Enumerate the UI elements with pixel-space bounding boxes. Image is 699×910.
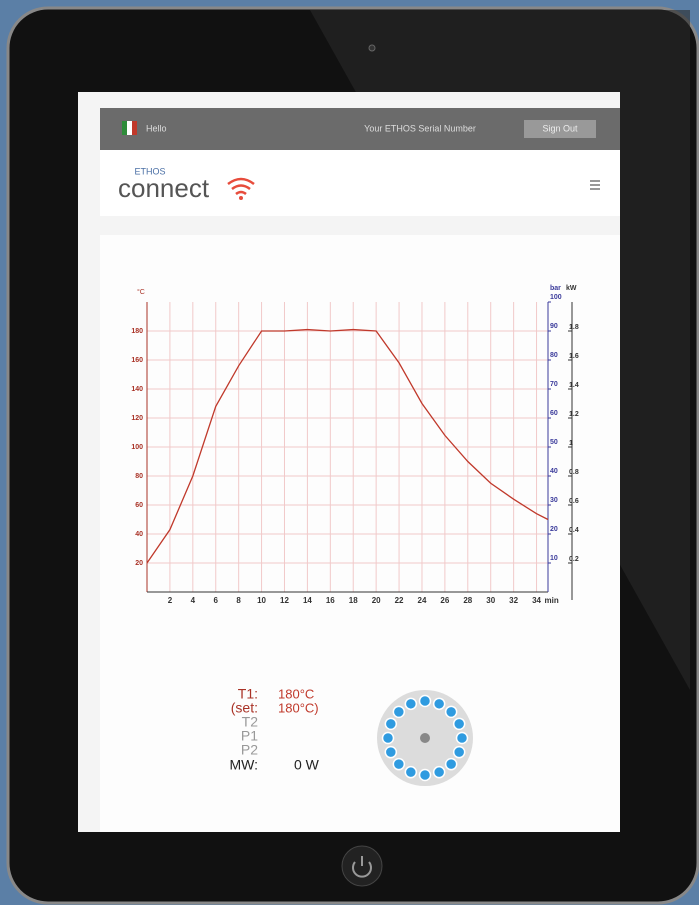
vessel <box>384 717 398 731</box>
y-tick-label: 40 <box>135 531 143 538</box>
y-tick-label: 140 <box>131 386 143 393</box>
x-axis-label: min <box>545 596 559 605</box>
power-icon <box>352 856 372 878</box>
status-label: MW: <box>229 757 258 773</box>
y3-tick-label: 1.8 <box>569 324 579 331</box>
vessel <box>432 765 446 779</box>
y-tick-label: 20 <box>135 560 143 567</box>
flag <box>127 121 132 135</box>
vessel <box>444 757 458 771</box>
x-tick-label: 18 <box>349 596 358 605</box>
y3-tick-label: 0.4 <box>569 527 579 534</box>
status-value: 0 W <box>294 757 320 773</box>
y3-tick-label: 0.6 <box>569 498 579 505</box>
y-axis-label: °C <box>137 288 145 296</box>
status-value: 180°C <box>278 686 314 701</box>
vessel <box>392 705 406 719</box>
vessel <box>384 745 398 759</box>
y3-tick-label: 1.4 <box>569 382 579 389</box>
y2-tick-label: 50 <box>550 439 558 446</box>
x-tick-label: 6 <box>214 596 219 605</box>
status-label: P2 <box>241 742 258 758</box>
y3-tick-label: 1.2 <box>569 411 579 418</box>
status-label: (set: <box>231 700 258 716</box>
vessel <box>418 768 432 782</box>
x-tick-label: 24 <box>418 596 427 605</box>
y-tick-label: 180 <box>131 328 143 335</box>
vessel <box>444 705 458 719</box>
y2-tick-label: 40 <box>550 468 558 475</box>
vessel <box>432 697 446 711</box>
y2-tick-label: 30 <box>550 497 558 504</box>
y-tick-label: 120 <box>131 415 143 422</box>
y3-tick-label: 1 <box>569 440 573 447</box>
x-tick-label: 26 <box>440 596 449 605</box>
sign-out-button[interactable] <box>524 120 596 138</box>
x-tick-label: 10 <box>257 596 266 605</box>
y2-tick-label: 20 <box>550 526 558 533</box>
y3-tick-label: 0.8 <box>569 469 579 476</box>
y3-tick-label: 1.6 <box>569 353 579 360</box>
chart: 2 4 6 8 10 12 14 16 18 20 22 24 26 28 30 32 342040608010… <box>131 285 579 605</box>
y2-tick-label: 70 <box>550 381 558 388</box>
y-tick-label: 100 <box>131 444 143 451</box>
x-tick-label: 14 <box>303 596 312 605</box>
vessel <box>455 731 469 745</box>
x-tick-label: 8 <box>236 596 241 605</box>
vessel <box>404 697 418 711</box>
y2-tick-label: 60 <box>550 410 558 417</box>
status-label: P1 <box>241 728 258 744</box>
vessel <box>404 765 418 779</box>
vessel <box>381 731 395 745</box>
y2-tick-label: 80 <box>550 352 558 359</box>
y2-tick-label: 10 <box>550 555 558 562</box>
menu-icon[interactable] <box>590 180 600 190</box>
y-tick-label: 160 <box>131 357 143 364</box>
wifi-icon <box>227 177 255 196</box>
x-tick-label: 2 <box>168 596 173 605</box>
vessel <box>452 745 466 759</box>
vessel <box>418 694 432 708</box>
x-tick-label: 12 <box>280 596 289 605</box>
x-tick-label: 16 <box>326 596 335 605</box>
brand: connect <box>118 173 210 203</box>
flag <box>132 121 137 135</box>
serial-label: Your ETHOS Serial Number <box>364 123 476 133</box>
y3-tick-label: 0.2 <box>569 556 579 563</box>
x-tick-label: 32 <box>509 596 518 605</box>
x-tick-label: 22 <box>395 596 404 605</box>
x-tick-label: 20 <box>372 596 381 605</box>
sign-out-label[interactable]: Sign Out <box>542 123 578 133</box>
rotor-center <box>420 733 430 743</box>
temperature-line <box>146 328 549 564</box>
flag <box>122 121 127 135</box>
x-tick-label: 4 <box>191 596 196 605</box>
status-label: T2 <box>242 714 259 730</box>
rotor-vessels <box>381 694 469 782</box>
y3-axis-label: kW <box>566 285 577 292</box>
y2-axis-label: bar <box>550 285 561 292</box>
y-tick-label: 80 <box>135 473 143 480</box>
status-value: 180°C) <box>278 700 319 715</box>
y2-tick-label: 100 <box>550 294 562 301</box>
wifi-icon <box>239 196 243 200</box>
y-tick-label: 60 <box>135 502 143 509</box>
x-tick-label: 30 <box>486 596 495 605</box>
camera <box>368 44 376 52</box>
x-tick-label: 28 <box>463 596 472 605</box>
vessel <box>392 757 406 771</box>
brand-small: ETHOS <box>134 166 165 176</box>
vessel <box>452 717 466 731</box>
nav-bar <box>100 150 620 216</box>
y2-tick-label: 90 <box>550 323 558 330</box>
status-label: T1: <box>238 686 258 702</box>
x-tick-label: 34 <box>532 596 541 605</box>
greeting: Hello <box>146 123 167 133</box>
